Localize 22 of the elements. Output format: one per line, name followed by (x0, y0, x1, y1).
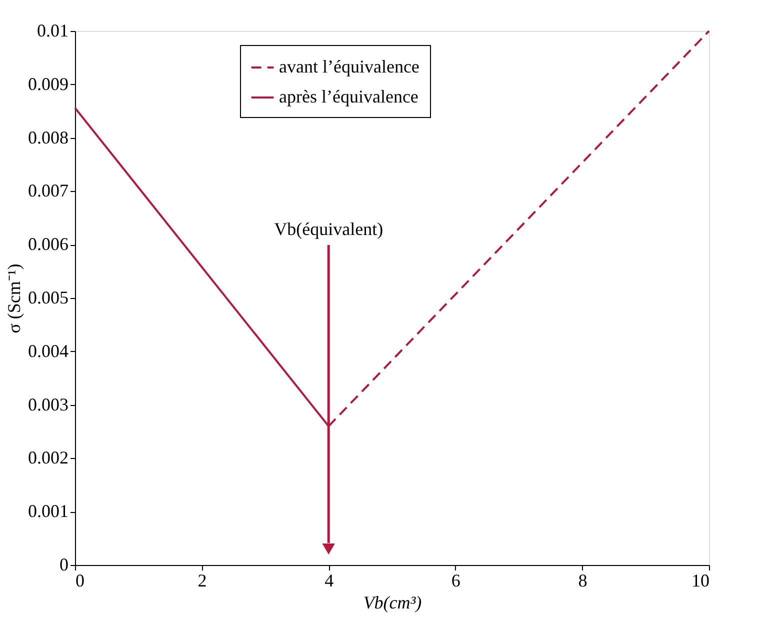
x-tick-label: 4 (324, 570, 334, 590)
y-tick-label: 0.001 (28, 501, 68, 522)
y-tick-label: 0.009 (28, 74, 68, 94)
y-tick-label: 0.004 (28, 340, 68, 361)
y-tick-label: 0.007 (28, 180, 68, 201)
legend-label: avant l’équivalence (279, 56, 420, 76)
x-tick-label: 0 (76, 570, 84, 590)
y-axis-title: σ (Scm⁻¹) (4, 264, 24, 334)
x-tick-label: 6 (451, 570, 460, 590)
y-tick-label: 0.006 (28, 234, 68, 254)
y-tick-label: 0.002 (28, 448, 68, 468)
x-tick-label: 8 (578, 570, 588, 590)
x-axis-title: Vb(cm³) (363, 592, 422, 612)
legend-label: après l’équivalence (279, 86, 418, 106)
annotation: Vb(équivalent) (274, 219, 384, 239)
x-tick-label: 10 (692, 570, 710, 590)
x-tick-label: 2 (198, 570, 207, 590)
y-tick-label: 0 (60, 554, 68, 574)
y-tick-label: 0.003 (28, 394, 68, 414)
y-tick-label: 0.005 (28, 288, 68, 308)
y-tick-label: 0.01 (37, 20, 68, 40)
y-tick-label: 0.008 (28, 127, 68, 148)
